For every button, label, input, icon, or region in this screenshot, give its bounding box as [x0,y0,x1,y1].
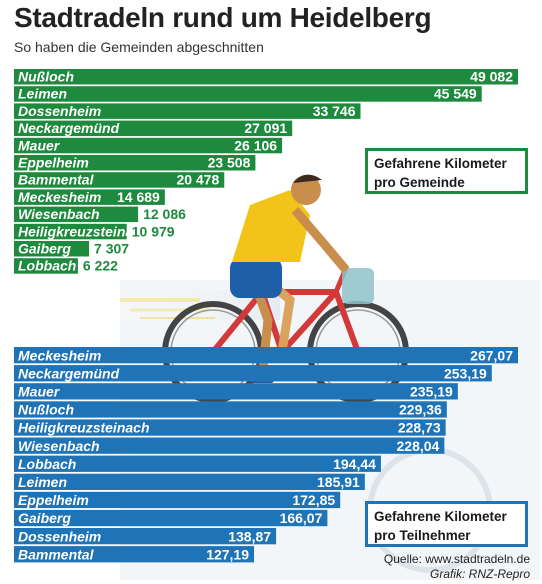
bar-value-label: 166,07 [280,510,323,526]
bar-value-label: 20 478 [176,172,219,188]
bar-value-label: 228,73 [398,420,441,436]
bar-category-label: Eppelheim [18,492,89,508]
bar-category-label: Eppelheim [18,155,89,171]
source-text: Quelle: www.stadtradeln.de [383,552,530,566]
bar-chart-2: Meckesheim 267,07 Neckargemünd 253,19 Mauer 2… [14,347,518,562]
bar-value-label: 33 746 [313,103,356,119]
bar [14,455,381,472]
bar-category-label: Heiligkreuzsteinach [18,223,150,239]
source-note: Quelle: www.stadtradeln.de Grafik: RNZ-R… [384,552,530,582]
bar-value-label: 267,07 [470,347,513,363]
bar [14,172,225,188]
bar-category-label: Meckesheim [18,347,101,363]
bar-category-label: Meckesheim [18,189,101,205]
bar-value-label: 10 979 [132,223,175,239]
bar-value-label: 14 689 [117,189,160,205]
bar-chart-1: Nußloch 49 082 Leimen 45 549 Dossenheim 33 74… [14,69,518,274]
legend-km-per-participant: Gefahrene Kilometer pro Teilnehmer [365,501,528,547]
bar [14,258,78,274]
bar-value-label: 26 106 [234,137,277,153]
bar-category-label: Leimen [18,474,67,490]
bar [14,437,445,454]
bar [14,347,518,364]
bar-category-label: Wiesenbach [18,206,100,222]
bar-category-label: Bammental [18,546,95,562]
bar-category-label: Lobbach [18,258,76,274]
legend-line-1: Gefahrene Kilometer [374,509,507,524]
bar [14,206,139,223]
bar-category-label: Bammental [18,172,95,188]
bar-value-label: 7 307 [94,241,129,257]
bar [14,365,492,382]
bar-category-label: Neckargemünd [18,120,120,136]
bar-category-label: Dossenheim [18,103,101,119]
bar-value-label: 6 222 [83,258,118,274]
bar [14,86,482,102]
bar-category-label: Leimen [18,86,67,102]
legend-line-2: pro Gemeinde [374,175,465,190]
legend-km-per-municipality: Gefahrene Kilometer pro Gemeinde [365,148,528,194]
bar-category-label: Gaiberg [18,510,71,526]
bar-category-label: Neckargemünd [18,365,120,381]
bar-value-label: 185,91 [317,474,360,490]
bar-category-label: Gaiberg [18,241,71,257]
bar-category-label: Mauer [18,384,61,400]
bar-value-label: 194,44 [333,456,376,472]
bar-value-label: 45 549 [434,86,477,102]
bar [14,155,256,171]
bar-category-label: Mauer [18,137,61,153]
bar-value-label: 127,19 [206,546,249,562]
bar-value-label: 253,19 [444,365,487,381]
bar [14,546,255,563]
bar [14,528,277,545]
bar-value-label: 228,04 [397,438,440,454]
bar [14,223,127,240]
bar-value-label: 49 082 [470,69,513,85]
bar [14,189,165,205]
legend-line-2: pro Teilnehmer [374,528,471,543]
bar [14,419,446,436]
bar-value-label: 235,19 [410,384,453,400]
bar-category-label: Nußloch [18,402,74,418]
bar [14,383,458,400]
bar-category-label: Heiligkreuzsteinach [18,420,150,436]
bar [14,103,361,119]
bar [14,473,365,490]
bar-value-label: 12 086 [143,206,186,222]
bar [14,69,518,85]
bar-value-label: 138,87 [228,528,271,544]
bar [14,120,293,137]
bar-value-label: 229,36 [399,402,442,418]
bar-category-label: Nußloch [18,69,74,85]
bar [14,491,341,509]
chart-subtitle: So haben die Gemeinden abgeschnitten [14,39,264,55]
chart-title: Stadtradeln rund um Heidelberg [14,2,432,33]
bar-value-label: 172,85 [292,492,335,508]
bar [14,137,283,154]
bar-category-label: Wiesenbach [18,438,100,454]
bar-category-label: Lobbach [18,456,76,472]
bar-value-label: 23 508 [208,155,251,171]
bar [14,241,90,257]
bar [14,401,447,418]
credit-text: Grafik: RNZ-Repro [429,567,530,581]
bar-value-label: 27 091 [244,120,287,136]
legend-line-1: Gefahrene Kilometer [374,156,507,171]
bar-category-label: Dossenheim [18,528,101,544]
bar [14,509,328,527]
